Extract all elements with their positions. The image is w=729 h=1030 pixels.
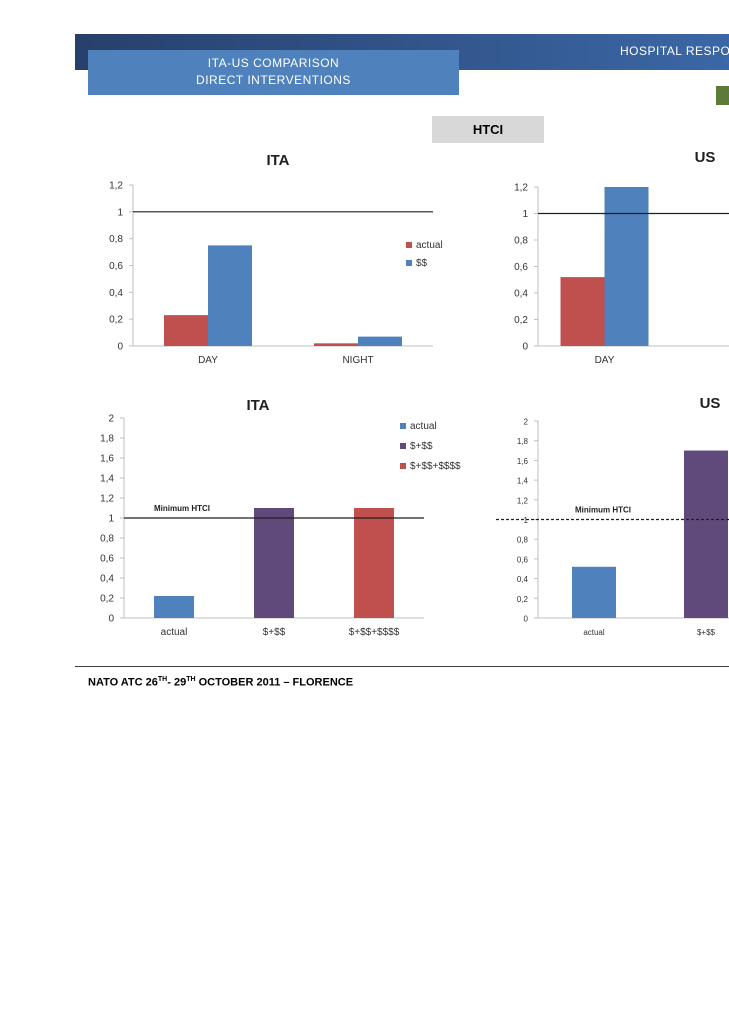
reference-line-label: Minimum HTCI [575, 506, 631, 515]
y-tick-label: 0,8 [100, 534, 114, 545]
reference-line-label: Minimum HTCI [154, 504, 210, 513]
y-tick-label: 0,6 [514, 262, 528, 273]
y-tick-label: 0 [117, 342, 123, 353]
bar--day [208, 245, 252, 346]
chart-title: US [700, 395, 721, 412]
legend-label: $+$$ [410, 441, 433, 452]
y-tick-label: 1,6 [517, 457, 529, 466]
green-marker [716, 86, 729, 105]
footer-text: NATO ATC 26TH- 29TH OCTOBER 2011 – FLORE… [88, 676, 353, 689]
y-tick-label: 1,2 [514, 183, 528, 194]
y-tick-label: 1,2 [109, 181, 123, 192]
bar- [354, 508, 394, 618]
legend-label: actual [410, 421, 437, 432]
chart-title: US [695, 149, 716, 166]
y-tick-label: 1,6 [100, 454, 114, 465]
slide-title-line1: ITA-US COMPARISON [207, 56, 340, 70]
y-tick-label: 0,6 [517, 555, 529, 564]
htci-label: HTCI [432, 116, 544, 143]
y-tick-label: 0,2 [109, 315, 123, 326]
y-tick-label: 1,8 [100, 434, 114, 445]
bar- [684, 450, 728, 618]
x-tick-label: DAY [198, 355, 218, 366]
y-tick-label: 0,2 [100, 594, 114, 605]
footer-part3: OCTOBER 2011 – FLORENCE [195, 676, 354, 689]
legend-swatch [400, 423, 406, 429]
bar-actual [572, 566, 616, 618]
chart-ita-scenarios: ITA 0 0,2 0,4 0,6 0,8 1 1,2 1,4 1,6 1,8 2 actual $+$$… [100, 397, 461, 638]
x-tick-label: NIGHT [342, 355, 373, 366]
chart-us-day-night: US 0 0,2 0,4 0,6 0,8 1 1,2 DAY [514, 149, 729, 366]
x-tick-label: $+$$ [697, 628, 716, 637]
x-tick-label: DAY [595, 355, 615, 366]
y-tick-label: 2 [108, 414, 114, 425]
x-tick-label: actual [583, 628, 605, 637]
header-title: HOSPITAL RESPO [620, 44, 729, 58]
legend-swatch [406, 260, 412, 266]
bar-actual-night [314, 343, 358, 346]
bar-actual [154, 596, 194, 618]
bar--night [358, 336, 402, 346]
y-tick-label: 1 [522, 209, 528, 220]
legend-swatch [400, 443, 406, 449]
footer-sup2: TH [186, 676, 196, 683]
y-tick-label: 2 [524, 418, 529, 427]
y-tick-label: 1 [108, 514, 114, 525]
y-tick-label: 0,8 [109, 234, 123, 245]
y-tick-label: 1,2 [517, 496, 529, 505]
x-tick-label: actual [161, 627, 188, 638]
y-tick-label: 1,8 [517, 437, 529, 446]
chart-title: ITA [246, 397, 269, 414]
footer-divider [75, 666, 729, 667]
y-tick-label: 0,6 [109, 261, 123, 272]
chart-us-scenarios: US 0 0,2 0,4 0,6 0,8 1 1,2 1,4 1,6 1,8 2 actual $+$$ M… [496, 395, 729, 637]
y-tick-label: 0,4 [109, 288, 123, 299]
y-tick-label: 0,2 [514, 315, 528, 326]
x-tick-label: $+$$ [263, 627, 286, 638]
chart-title: ITA [266, 152, 289, 169]
y-tick-label: 1,2 [100, 494, 114, 505]
y-tick-label: 0,4 [100, 574, 114, 585]
legend-label: $$ [416, 258, 428, 269]
slide-title-line2: DIRECT INTERVENTIONS [196, 73, 351, 87]
y-tick-label: 0 [522, 342, 528, 353]
footer-part1: NATO ATC 26 [88, 676, 158, 689]
bar-actual-day [560, 277, 605, 346]
y-tick-label: 1 [524, 516, 529, 525]
y-tick-label: 1,4 [517, 477, 529, 486]
footer-part2: - 29 [167, 676, 187, 689]
y-tick-label: 0 [524, 615, 529, 624]
chart-ita-day-night: ITA 0 0,2 0,4 0,6 0,8 1 1,2 DAY NIGHT actual $$ [109, 152, 443, 366]
y-tick-label: 1 [117, 207, 123, 218]
legend-label: $+$$+$$$$ [410, 461, 461, 472]
y-tick-label: 0,2 [517, 595, 529, 604]
x-tick-label: $+$$+$$$$ [349, 627, 400, 638]
legend-swatch [406, 242, 412, 248]
bar-actual-day [164, 315, 208, 346]
y-tick-label: 1,4 [100, 474, 114, 485]
y-tick-label: 0,8 [514, 236, 528, 247]
y-tick-label: 0 [108, 614, 114, 625]
bar--day [604, 187, 649, 346]
legend-swatch [400, 463, 406, 469]
slide-title-box: ITA-US COMPARISON DIRECT INTERVENTIONS [88, 50, 459, 95]
y-tick-label: 0,6 [100, 554, 114, 565]
y-tick-label: 0,4 [514, 289, 528, 300]
footer-sup1: TH [157, 676, 168, 683]
y-tick-label: 0,4 [517, 575, 529, 584]
bar- [254, 508, 294, 618]
y-tick-label: 0,8 [517, 536, 529, 545]
legend-label: actual [416, 240, 443, 251]
